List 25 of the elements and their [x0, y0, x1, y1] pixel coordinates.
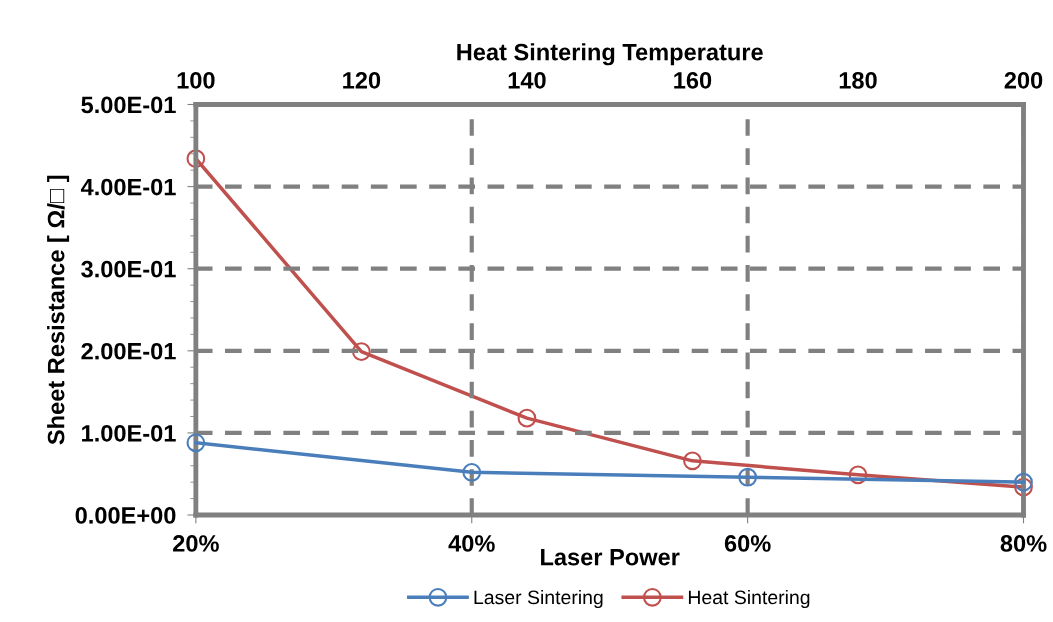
point — [462, 462, 482, 482]
y-tick-label: 0.00E+00 — [75, 507, 176, 524]
x2-tick-label: 100 — [177, 72, 215, 89]
x2-tick-label: 140 — [508, 72, 546, 89]
y-tick-label: 3.00E-01 — [81, 260, 176, 278]
y-tick-label: 2.00E-01 — [81, 342, 176, 360]
x2-axis-title: Heat Sintering Temperature — [457, 43, 763, 66]
point — [738, 467, 757, 487]
legend-label: Laser Sintering — [474, 589, 603, 609]
x2-tick-label: 200 — [1004, 72, 1043, 89]
x-tick-label: 20% — [173, 535, 219, 552]
legend-label: Heat Sintering — [688, 589, 810, 609]
y-tick-label: 4.00E-01 — [80, 178, 176, 196]
x-tick-label: 40% — [448, 535, 495, 552]
x2-tick-label: 160 — [674, 72, 712, 89]
x2-tick-label: 180 — [839, 72, 877, 89]
x2-tick-label: 120 — [343, 72, 381, 89]
y-tick-label: 5.00E-01 — [81, 96, 176, 114]
x-tick-label: 80% — [1000, 535, 1047, 552]
point — [1014, 472, 1033, 492]
point — [186, 433, 206, 453]
x-axis-title: Laser Power — [541, 549, 680, 566]
y-tick-label: 1.00E-01 — [82, 424, 176, 442]
y-axis-title: Sheet Resistance [ Ω/□ ] — [47, 175, 70, 445]
x-tick-label: 60% — [724, 535, 771, 552]
